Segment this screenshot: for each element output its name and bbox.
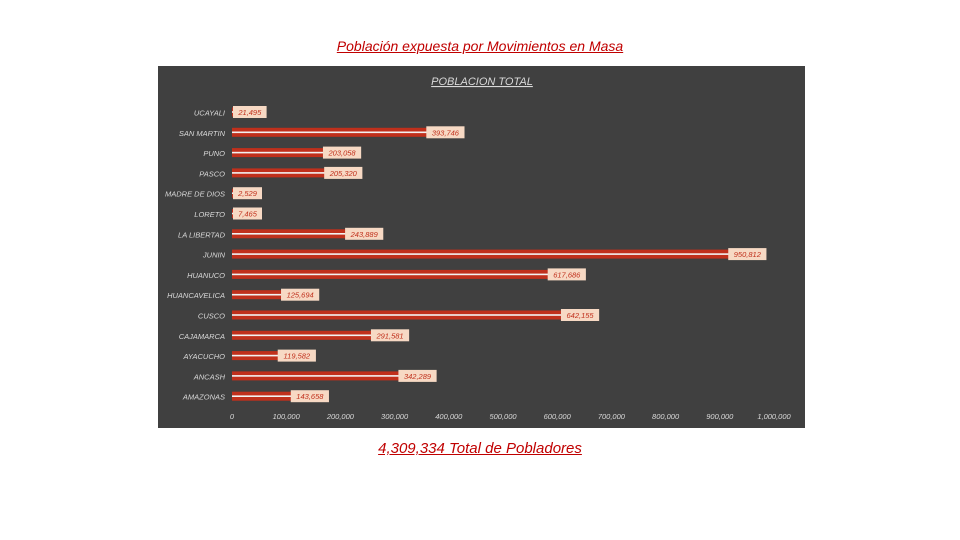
data-label-box: [324, 166, 363, 179]
bar-stripe: [232, 151, 343, 154]
category-label: JUNIN: [202, 251, 226, 260]
data-label: 21,495: [237, 108, 262, 117]
data-label-box: [233, 187, 262, 200]
data-label: 7,465: [238, 210, 258, 219]
x-tick-label: 300,000: [381, 412, 409, 421]
data-label: 291,581: [375, 331, 403, 340]
category-label: CUSCO: [198, 312, 225, 321]
bar-stripe: [232, 354, 297, 357]
category-label: MADRE DE DIOS: [165, 190, 225, 199]
x-tick-label: 200,000: [326, 412, 355, 421]
bar-stripe: [232, 314, 581, 316]
data-label-box: [426, 126, 465, 139]
x-tick-label: 1,000,000: [757, 412, 791, 421]
category-label: HUANUCO: [187, 271, 225, 280]
data-label: 950,812: [734, 250, 762, 259]
bar-stripe: [232, 395, 310, 397]
bar-chart: POBLACION TOTAL UCAYALI 21,495 SAN MARTIN 3…: [165, 76, 792, 421]
bar-stripe: [232, 273, 567, 276]
data-label: 119,582: [284, 352, 311, 361]
page-title: Población expuesta por Movimientos en Ma…: [336, 38, 624, 54]
bar-stripe: [232, 293, 301, 296]
x-tick-label: 700,000: [598, 412, 626, 421]
category-label: AMAZONAS: [182, 393, 225, 402]
x-tick-label: 500,000: [489, 412, 517, 421]
data-label-box: [322, 146, 362, 159]
data-label-box: [281, 288, 320, 301]
data-label-box: [345, 227, 384, 240]
x-tick-label: 0: [230, 412, 235, 421]
data-label: 393,746: [432, 128, 460, 137]
data-label-box: [728, 248, 767, 261]
data-label-box: [290, 390, 329, 403]
data-label: 203,058: [327, 149, 356, 158]
category-label: UCAYALI: [194, 109, 225, 118]
bar-stripe: [232, 334, 391, 337]
footer-total: 4,309,334 Total de Pobladores: [378, 440, 582, 457]
category-label: CAJAMARCA: [179, 332, 225, 341]
category-label: LORETO: [194, 210, 225, 219]
data-label-box: [547, 268, 586, 281]
data-label: 143,658: [296, 392, 324, 401]
bar-stripe: [232, 131, 446, 134]
data-label-box: [233, 106, 267, 118]
category-label: ANCASH: [193, 372, 226, 381]
category-label: HUANCAVELICA: [167, 291, 225, 300]
bar-stripe: [232, 253, 748, 255]
data-label-box: [370, 329, 410, 342]
category-label: PASCO: [199, 169, 225, 178]
category-label: LA LIBERTAD: [178, 230, 226, 239]
data-label: 342,289: [404, 372, 432, 381]
category-label: SAN MARTIN: [179, 129, 226, 138]
data-label-box: [233, 207, 262, 220]
data-label: 2,529: [237, 189, 258, 198]
x-tick-label: 900,000: [706, 412, 734, 421]
x-tick-label: 800,000: [652, 412, 680, 421]
category-label: AYACUCHO: [182, 352, 225, 361]
x-tick-label: 400,000: [435, 412, 463, 421]
data-label: 205,320: [329, 169, 358, 178]
chart-panel: POBLACION TOTAL UCAYALI 21,495 SAN MARTIN 3…: [158, 66, 805, 428]
data-label-box: [277, 349, 316, 362]
data-label-box: [398, 369, 437, 382]
category-label: PUNO: [203, 149, 225, 158]
x-tick-label: 100,000: [273, 412, 301, 421]
data-label: 243,889: [350, 230, 379, 239]
data-label: 125,694: [287, 291, 314, 300]
x-tick-label: 600,000: [544, 412, 572, 421]
data-label-box: [560, 309, 600, 321]
data-label: 642,155: [566, 311, 594, 320]
bar-stripe: [232, 233, 365, 235]
bar-stripe: [232, 172, 344, 174]
data-label: 617,686: [553, 270, 581, 279]
bar-stripe: [232, 375, 418, 377]
chart-title: POBLACION TOTAL: [431, 76, 533, 88]
